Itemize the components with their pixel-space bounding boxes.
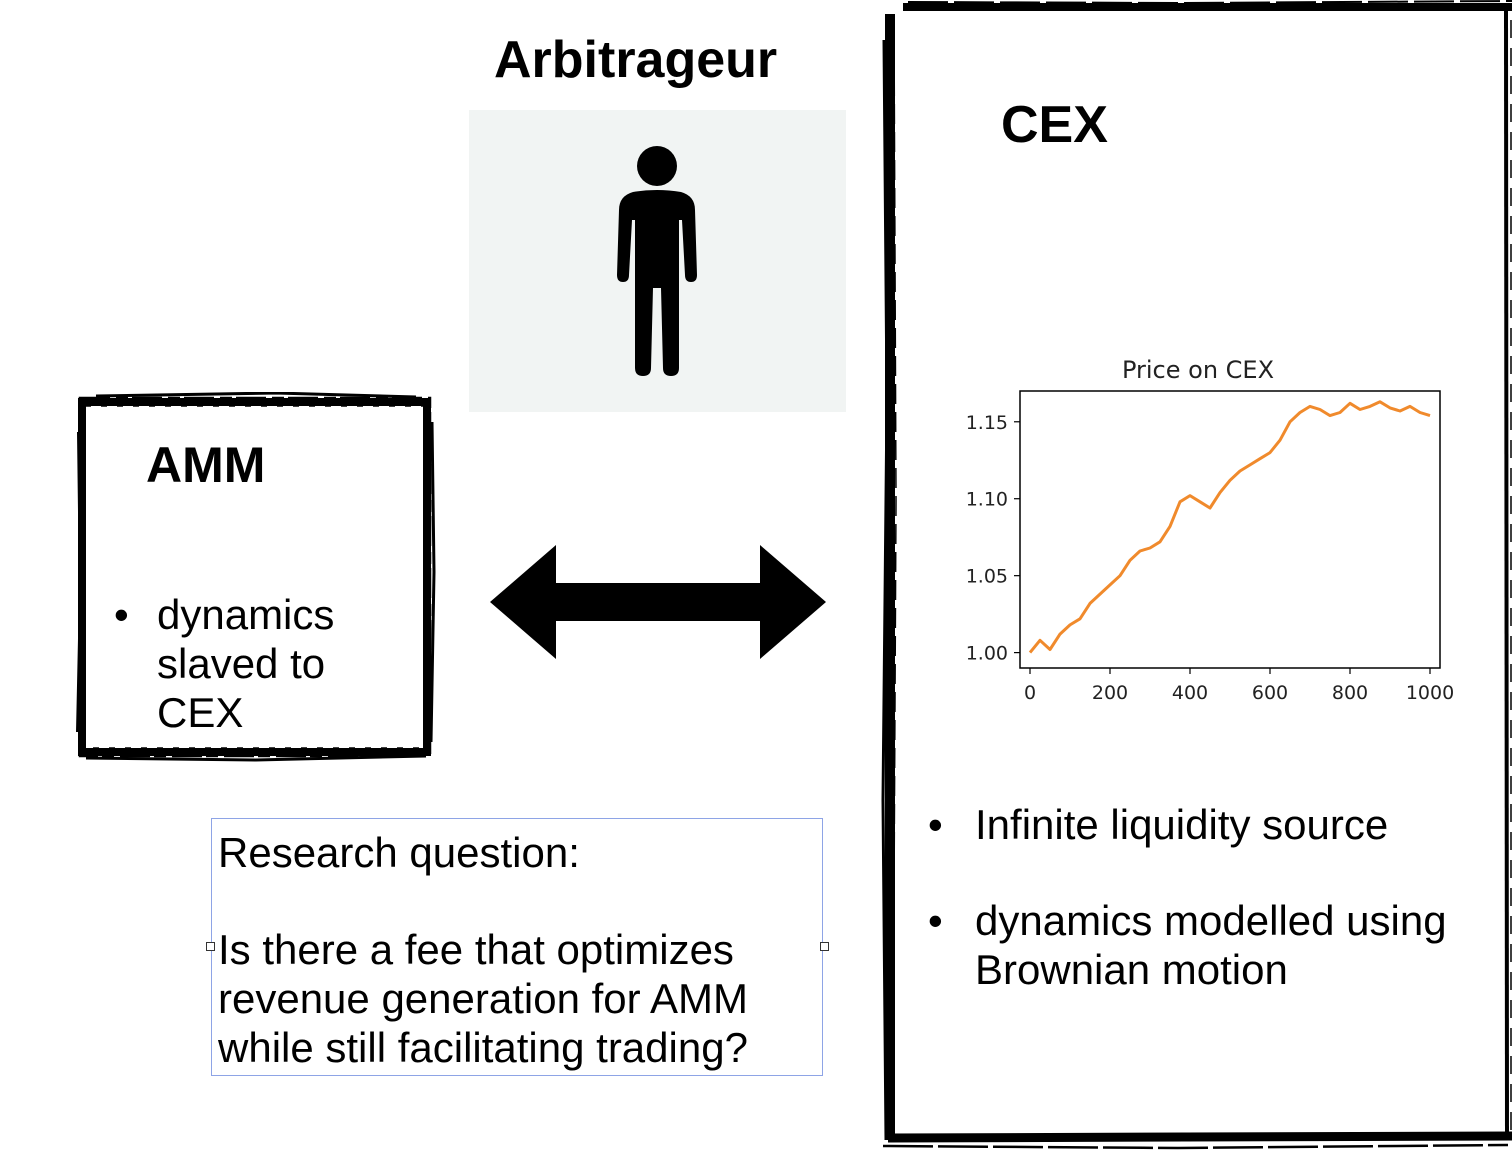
y-tick-label: 1.15 bbox=[966, 412, 1008, 434]
research-question-text: Is there a fee that optimizes revenue ge… bbox=[218, 926, 748, 1071]
resize-handle-left[interactable] bbox=[206, 942, 215, 951]
y-tick-label: 1.05 bbox=[966, 566, 1008, 588]
research-question-heading: Research question: bbox=[218, 829, 580, 876]
y-tick-label: 1.10 bbox=[966, 489, 1008, 511]
bullet-icon: • bbox=[114, 591, 129, 638]
plot-area bbox=[1019, 390, 1441, 669]
person-icon bbox=[617, 146, 697, 376]
series-layer bbox=[1028, 400, 1431, 654]
amm-box-frame bbox=[76, 392, 436, 762]
x-axis: 0 200 400 600 800 1000 bbox=[1024, 668, 1454, 704]
arbitrageur-figure-panel bbox=[469, 110, 846, 412]
chart-title: Price on CEX bbox=[1122, 356, 1274, 384]
cex-bullet-item: • dynamics modelled using Brownian motio… bbox=[928, 896, 1508, 994]
cex-bullet-list: • Infinite liquidity source • dynamics m… bbox=[928, 800, 1508, 994]
cex-bullet-text: Infinite liquidity source bbox=[975, 801, 1389, 848]
x-tick-label: 0 bbox=[1024, 682, 1036, 704]
bullet-icon: • bbox=[928, 801, 943, 848]
cex-bullet-item: • Infinite liquidity source bbox=[928, 800, 1508, 849]
y-tick-label: 1.00 bbox=[966, 643, 1008, 665]
cex-title: CEX bbox=[1001, 96, 1108, 154]
x-tick-label: 600 bbox=[1252, 682, 1288, 704]
resize-handle-right[interactable] bbox=[820, 942, 829, 951]
amm-bullet-text: dynamics slaved to CEX bbox=[157, 591, 335, 736]
x-tick-label: 1000 bbox=[1406, 682, 1454, 704]
x-tick-label: 200 bbox=[1092, 682, 1128, 704]
price-series-line bbox=[1028, 400, 1431, 654]
x-tick-label: 400 bbox=[1172, 682, 1208, 704]
amm-bullet-list: • dynamics slaved to CEX bbox=[114, 590, 394, 737]
bullet-icon: • bbox=[928, 897, 943, 944]
amm-title: AMM bbox=[146, 437, 266, 493]
x-tick-label: 800 bbox=[1332, 682, 1368, 704]
double-arrow-icon bbox=[490, 545, 826, 659]
arbitrageur-title: Arbitrageur bbox=[494, 31, 778, 89]
y-axis: 1.00 1.05 1.10 1.15 bbox=[966, 412, 1020, 665]
cex-bullet-text: dynamics modelled using Brownian motion bbox=[975, 897, 1447, 993]
cex-box-frame bbox=[881, 0, 1512, 1150]
amm-bullet-item: • dynamics slaved to CEX bbox=[114, 590, 394, 737]
price-chart: Price on CEX 1.00 1.05 1.10 1.15 0 200 400 600… bbox=[966, 356, 1454, 704]
